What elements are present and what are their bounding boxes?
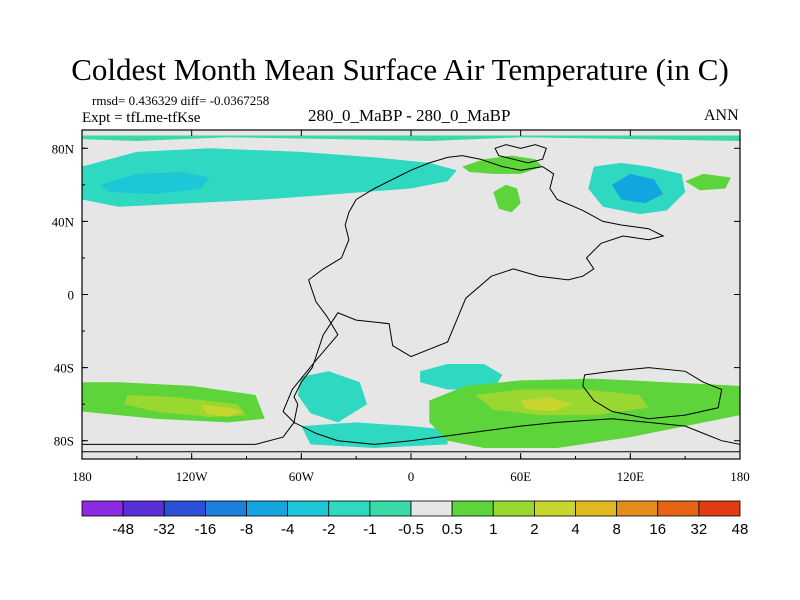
colorbar-swatch xyxy=(287,500,330,517)
colorbar-swatch xyxy=(698,500,741,517)
colorbar-label: 8 xyxy=(612,521,620,538)
y-tick-label: 40N xyxy=(52,214,75,229)
chart-title: Coldest Month Mean Surface Air Temperatu… xyxy=(71,52,729,87)
y-tick-label: 40S xyxy=(54,361,74,376)
anomaly-region-north-pacific-cooling xyxy=(82,148,457,207)
y-tick-label: 80S xyxy=(54,434,74,449)
anomaly-region-south-atlantic-cooling xyxy=(297,371,368,423)
colorbar-swatch xyxy=(451,500,494,517)
x-tick-label: 180 xyxy=(730,469,750,484)
continent-outline-laurasia-south-america-africa xyxy=(81,155,741,453)
colorbar-label: -16 xyxy=(195,521,217,538)
y-tick-label: 0 xyxy=(68,288,75,303)
colorbar-label: 16 xyxy=(649,521,666,538)
colorbar-swatch xyxy=(533,500,576,517)
anomaly-region-southern-ocean-cooling xyxy=(301,422,448,448)
anomaly-region-bering-warming xyxy=(685,173,731,191)
colorbar-swatch xyxy=(616,500,659,517)
x-tick-label: 120E xyxy=(617,469,645,484)
continent-outline-greenland-fragment xyxy=(494,144,547,164)
colorbar-label: 1 xyxy=(489,521,497,538)
colorbar-label: -2 xyxy=(322,521,335,538)
colorbar-swatch xyxy=(204,500,247,517)
colorbar-label: 4 xyxy=(571,521,579,538)
x-tick-label: 0 xyxy=(408,469,415,484)
colorbar-label: -32 xyxy=(153,521,175,538)
colorbar-label: -48 xyxy=(112,521,134,538)
colorbar-swatch xyxy=(246,500,289,517)
x-tick-label: 60E xyxy=(510,469,531,484)
experiment-label: Expt = tfLme-tfKse xyxy=(82,110,201,126)
stats-label: rmsd= 0.436329 diff= -0.0367258 xyxy=(92,93,270,108)
comparison-label: 280_0_MaBP - 280_0_MaBP xyxy=(308,106,511,125)
colorbar-label: -4 xyxy=(281,521,294,538)
anomaly-region-europe-warming xyxy=(493,184,521,213)
anomaly-region-indian-cooling xyxy=(420,364,503,390)
anomaly-region-pacific-south-peak-warming xyxy=(200,404,243,417)
colorbar-label: -1 xyxy=(363,521,376,538)
colorbar-swatch xyxy=(492,500,535,517)
x-tick-label: 60W xyxy=(289,469,315,484)
colorbar-swatch xyxy=(369,500,412,517)
anomaly-region-siberia-core-cooling xyxy=(612,173,664,204)
colorbar-label: 2 xyxy=(530,521,538,538)
colorbar-swatch xyxy=(328,500,371,517)
x-tick-label: 120W xyxy=(176,469,209,484)
anomaly-region-antarctic-peak-warming xyxy=(520,396,572,412)
y-tick-label: 80N xyxy=(52,141,75,156)
continent-outline-australia-fragment xyxy=(582,367,723,420)
x-tick-label: 180 xyxy=(72,469,92,484)
colorbar-swatch xyxy=(122,500,165,517)
colorbar-swatch xyxy=(410,500,453,517)
colorbar-label: 0.5 xyxy=(442,521,463,538)
colorbar-swatch xyxy=(163,500,206,517)
colorbar-label: 32 xyxy=(691,521,708,538)
colorbar-swatch xyxy=(575,500,618,517)
season-label: ANN xyxy=(704,107,739,124)
colorbar-swatch xyxy=(81,500,124,517)
colorbar-label: -0.5 xyxy=(398,521,424,538)
colorbar-label: -8 xyxy=(240,521,253,538)
colorbar-swatch xyxy=(657,500,700,517)
anomaly-region-north-pacific-core-cooling xyxy=(100,172,210,194)
anomaly-region-arctic-cooling xyxy=(82,135,740,141)
colorbar-label: 48 xyxy=(732,521,749,538)
